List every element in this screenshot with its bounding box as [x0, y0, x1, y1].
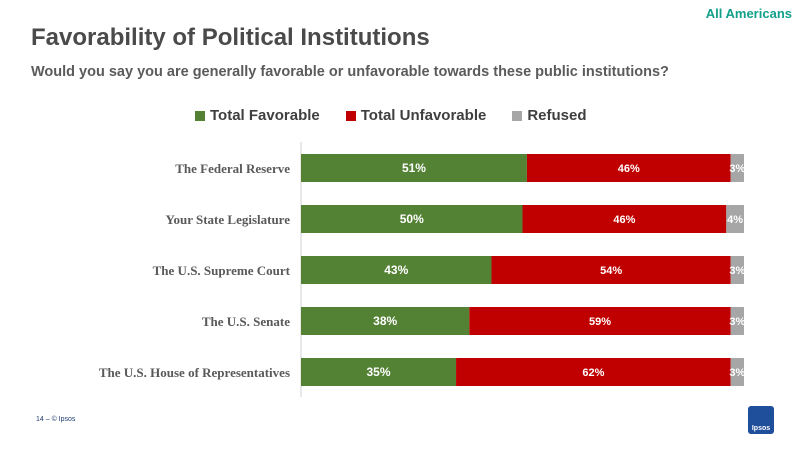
chart-legend: Total Favorable Total Unfavorable Refuse…	[195, 107, 613, 124]
data-label: 54%	[600, 265, 622, 277]
bar-segment-favorable	[301, 256, 492, 284]
bar-segment-favorable	[301, 358, 457, 386]
bar-segment-favorable	[301, 205, 523, 233]
bar-segment-unfavorable	[491, 256, 731, 284]
bar-segment-refused	[730, 307, 744, 335]
data-label: 38%	[373, 314, 397, 328]
data-label: 46%	[618, 163, 640, 175]
bar-segment-favorable	[301, 307, 470, 335]
category-label: The Federal Reserve	[175, 161, 290, 176]
data-label: 51%	[402, 161, 426, 175]
legend-label-favorable: Total Favorable	[210, 107, 320, 124]
category-label: The U.S. Senate	[202, 314, 290, 329]
bar-segment-unfavorable	[526, 154, 731, 182]
bar-segment-unfavorable	[522, 205, 727, 233]
data-label: 3%	[729, 163, 745, 175]
legend-item-unfavorable: Total Unfavorable	[345, 107, 487, 124]
data-label: 43%	[384, 263, 408, 277]
data-label: 62%	[582, 367, 604, 379]
data-label: 50%	[400, 212, 424, 226]
bar-segment-refused	[730, 154, 744, 182]
legend-swatch-refused	[512, 110, 523, 121]
category-label: The U.S. Supreme Court	[153, 263, 291, 278]
data-label: 4%	[727, 214, 743, 226]
audience-label: All Americans	[705, 6, 792, 21]
question-subtitle: Would you say you are generally favorabl…	[31, 64, 669, 80]
ipsos-logo: Ipsos	[748, 406, 774, 434]
page-title: Favorability of Political Institutions	[31, 24, 430, 51]
data-label: 35%	[367, 365, 391, 379]
bar-segment-refused	[730, 358, 744, 386]
bar-segment-refused	[726, 205, 744, 233]
legend-item-refused: Refused	[512, 107, 587, 124]
data-label: 59%	[589, 316, 611, 328]
data-label: 3%	[729, 265, 745, 277]
bar-segment-refused	[730, 256, 744, 284]
bar-segment-unfavorable	[469, 307, 731, 335]
legend-label-unfavorable: Total Unfavorable	[360, 107, 487, 124]
category-label: The U.S. House of Representatives	[99, 365, 290, 380]
legend-item-favorable: Total Favorable	[195, 107, 320, 124]
legend-label-refused: Refused	[527, 107, 587, 124]
legend-swatch-favorable	[195, 110, 205, 121]
page-footer: 14 ‒ © Ipsos	[36, 416, 76, 423]
bar-segment-favorable	[301, 154, 527, 182]
bar-segment-unfavorable	[456, 358, 731, 386]
data-label: 3%	[729, 316, 745, 328]
data-label: 46%	[613, 214, 635, 226]
category-label: Your State Legislature	[166, 212, 291, 227]
legend-swatch-unfavorable	[345, 110, 356, 121]
data-label: 3%	[729, 367, 745, 379]
